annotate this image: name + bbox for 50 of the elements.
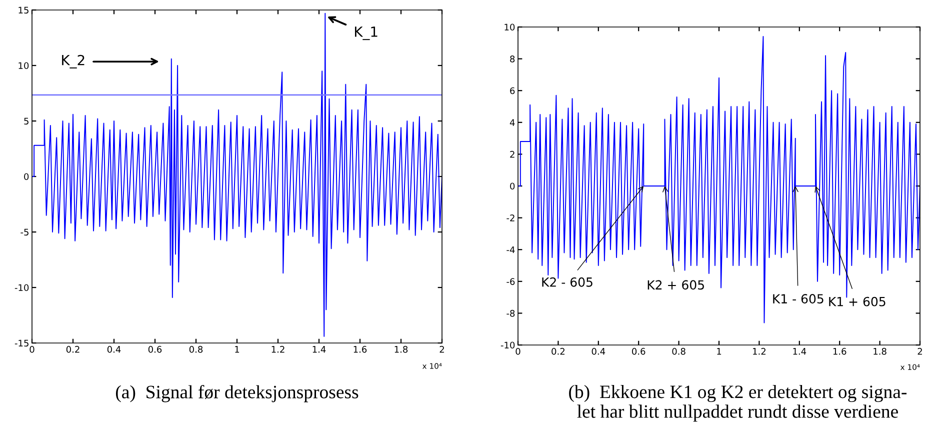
y-tick-label: -2 (506, 214, 514, 222)
y-tick-label: 4 (510, 119, 515, 126)
y-tick-label: -6 (506, 278, 515, 285)
x-tick-label: 0.6 (632, 348, 646, 355)
x-tick-label: 0.2 (66, 346, 80, 353)
annotation: K_2 (62, 54, 84, 68)
text: (a) Signal før deteksjonsprosess (116, 385, 358, 402)
y-tick-label: -15 (14, 340, 28, 347)
x-tick-label: 0.6 (148, 346, 162, 353)
annotation: K_1 (355, 26, 378, 40)
x-tick-label: 1.6 (833, 348, 846, 355)
y-tick-label: -4 (506, 246, 515, 254)
x-tick-label: 1.2 (272, 346, 284, 353)
x-tick-label: 0.2 (552, 348, 564, 355)
y-tick-label: 10 (18, 62, 29, 70)
x-tick-label: 0.8 (189, 346, 203, 353)
x-tick-label: 1.6 (354, 346, 367, 353)
y-tick-label: 10 (504, 24, 515, 31)
text: (b) Ekkoene K1 og K2 er detektert og signa- let har blitt nullpaddet rundt disse verdiene (569, 385, 907, 422)
x-tick-label: 1.4 (793, 348, 806, 355)
y-tick-label: 0 (24, 173, 29, 180)
y-tick-label: 2 (510, 150, 514, 158)
annotation: K2 + 605 (648, 280, 704, 290)
annotation: K1 - 605 (773, 294, 824, 304)
y-tick-label: -10 (500, 342, 515, 349)
y-tick-label: 6 (510, 87, 515, 94)
x-tick-label: 0.8 (672, 348, 686, 355)
y-tick-label: 0 (510, 182, 515, 190)
y-tick-label: -8 (506, 310, 515, 317)
y-tick-label: -5 (20, 228, 28, 236)
line-series (32, 12, 442, 337)
x-tick-label: 1.8 (874, 348, 886, 355)
annotation: K2 - 605 (542, 277, 592, 287)
x-tick-label: 1.8 (394, 346, 408, 353)
x-tick-label: 1.2 (753, 348, 766, 355)
x-tick-label: 0 (516, 348, 520, 355)
x-tick-label: 1 (717, 348, 722, 355)
x-tick-label: 2 (918, 348, 922, 355)
x-tick-label: 2 (440, 346, 444, 353)
y-tick-label: 5 (24, 118, 28, 125)
x-tick-label: 0.4 (592, 348, 606, 355)
y-tick-label: 15 (18, 6, 28, 14)
x-tick-label: 0 (30, 346, 34, 353)
x-tick-label: 1.4 (312, 346, 326, 353)
y-tick-label: -10 (14, 284, 29, 292)
y-tick-label: 8 (510, 56, 515, 62)
line-series (518, 36, 920, 324)
x-tick-label: 1 (235, 346, 240, 353)
x-tick-label: 0.4 (107, 346, 121, 353)
annotation: K1 + 605 (829, 296, 886, 306)
